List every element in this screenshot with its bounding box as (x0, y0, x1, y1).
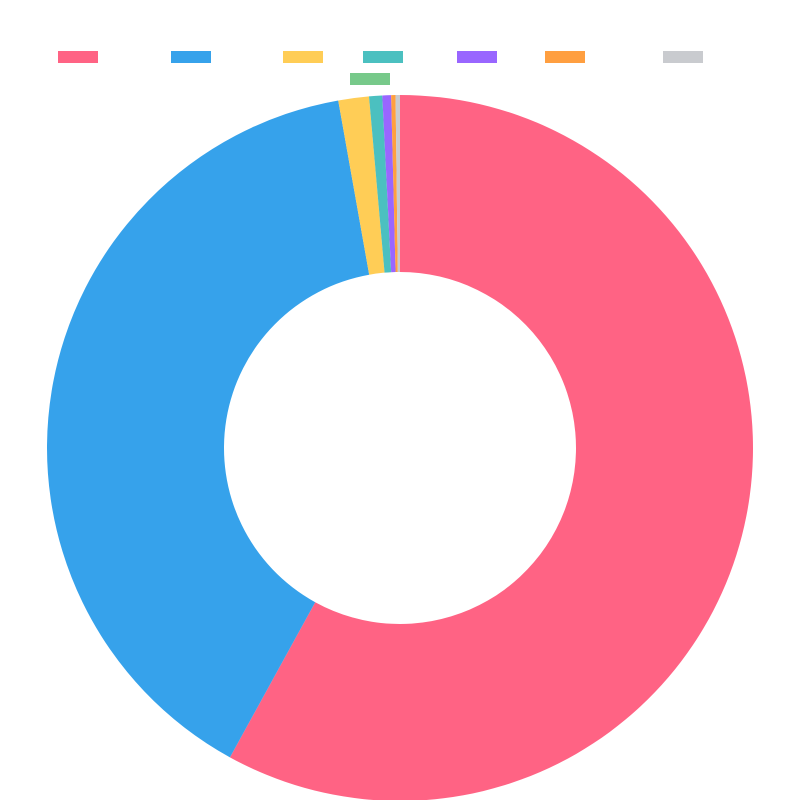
legend-swatch-3[interactable] (283, 51, 323, 63)
legend-swatch-7[interactable] (663, 51, 703, 63)
slice-7[interactable] (395, 95, 400, 273)
slice-2[interactable] (47, 100, 370, 758)
legend-swatch-8[interactable] (350, 73, 390, 85)
legend-swatch-2[interactable] (171, 51, 211, 63)
legend-swatch-5[interactable] (457, 51, 497, 63)
slice-1[interactable] (229, 95, 753, 800)
legend-swatch-6[interactable] (545, 51, 585, 63)
slice-6[interactable] (391, 95, 398, 273)
legend-swatch-4[interactable] (363, 51, 403, 63)
slices (47, 95, 753, 800)
slice-5[interactable] (382, 95, 396, 273)
slice-3[interactable] (338, 96, 385, 275)
legend-swatch-1[interactable] (58, 51, 98, 63)
slice-4[interactable] (368, 95, 392, 273)
legend (58, 51, 703, 85)
